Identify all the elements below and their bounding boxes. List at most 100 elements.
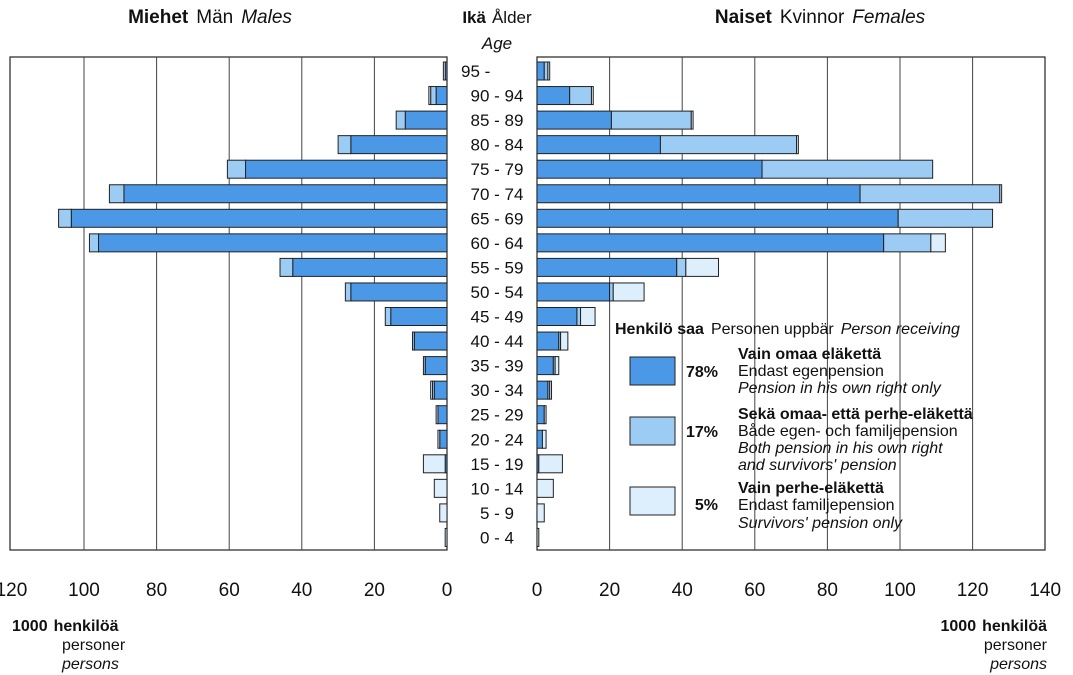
bar-female-own-2	[536, 110, 612, 130]
age-label-4: 75 - 79	[471, 160, 524, 179]
males-plot-frame	[9, 56, 448, 551]
age-label-2: 85 - 89	[471, 111, 524, 130]
bar-female-own-13	[536, 380, 549, 400]
age-header: Ikä Ålder	[462, 8, 532, 27]
males-header: Miehet Män Males	[128, 7, 292, 28]
age-label-8: 55 - 59	[471, 258, 524, 277]
bar-female-survivors-16	[538, 454, 563, 474]
tick-label-male-20: 20	[364, 580, 385, 601]
bar-female-own-11	[536, 331, 560, 351]
bar-female-survivors-11	[560, 331, 569, 351]
bar-female-own-14	[536, 405, 545, 425]
bar-female-both-7	[883, 233, 932, 253]
tick-label-male-80: 80	[146, 580, 167, 601]
bar-male-both-8	[279, 257, 294, 277]
bar-male-both-9	[344, 282, 352, 302]
bar-female-survivors-8	[685, 257, 720, 277]
bar-female-survivors-1	[590, 86, 594, 106]
bar-male-own-10	[390, 307, 448, 326]
age-header-en: Age	[481, 34, 512, 53]
bar-female-survivors-19	[536, 527, 540, 547]
age-label-13: 30 - 34	[471, 381, 524, 400]
tick-label-female-0: 0	[532, 580, 543, 601]
legend-pct-own: 78%	[686, 364, 718, 381]
tick-label-male-0: 0	[442, 580, 453, 601]
bar-male-own-12	[424, 356, 448, 376]
bar-male-own-9	[350, 282, 448, 302]
bar-female-both-4	[761, 159, 934, 179]
bar-male-own-5	[123, 184, 448, 204]
gridlines	[83, 57, 974, 550]
bar-female-own-6	[536, 208, 899, 228]
bar-male-both-11	[412, 331, 415, 351]
bar-female-own-5	[536, 184, 861, 204]
bar-female-own-7	[536, 233, 885, 253]
age-label-9: 50 - 54	[471, 283, 524, 302]
age-label-6: 65 - 69	[471, 209, 524, 228]
tick-label-female-120: 120	[957, 580, 989, 601]
tick-label-female-100: 100	[884, 580, 916, 601]
bar-female-survivors-0	[547, 61, 551, 81]
bar-male-survivors-19	[444, 527, 448, 547]
legend-fi-both: Sekä omaa- että perhe-eläkettä	[738, 406, 973, 423]
tick-label-male-40: 40	[291, 580, 312, 601]
bar-female-survivors-9	[612, 282, 645, 302]
units-left-line2: personer	[62, 637, 126, 654]
age-label-1: 90 - 94	[471, 87, 524, 106]
units-left-line1: 1000 henkilöä	[12, 618, 119, 635]
bar-female-both-5	[859, 184, 1001, 204]
age-label-16: 15 - 19	[471, 455, 524, 474]
legend-en-survivors: Survivors' pension only	[738, 515, 903, 532]
bar-male-survivors-18	[439, 503, 448, 523]
bar-male-own-14	[437, 405, 448, 425]
bar-male-own-3	[350, 135, 448, 155]
bar-female-both-0	[543, 61, 549, 81]
age-label-0: 95 -	[461, 62, 490, 81]
tick-label-male-100: 100	[68, 580, 100, 601]
bar-male-both-5	[108, 184, 125, 204]
bar-male-survivors-0	[442, 61, 446, 81]
bar-female-both-9	[609, 282, 614, 302]
legend-en-own: Pension in his own right only	[738, 380, 942, 397]
bar-female-own-3	[536, 135, 661, 155]
bar-female-survivors-10	[580, 307, 596, 326]
legend-fi-own: Vain omaa eläkettä	[738, 346, 881, 363]
units-right-line1: 1000 henkilöä	[941, 618, 1048, 635]
bar-female-own-12	[536, 356, 554, 376]
bar-male-own-15	[439, 429, 448, 449]
bar-male-own-13	[433, 380, 448, 400]
age-label-14: 25 - 29	[471, 406, 524, 425]
bar-female-both-8	[676, 257, 687, 277]
units-right-line3: persons	[989, 656, 1047, 673]
bar-female-survivors-7	[930, 233, 946, 253]
tick-label-female-20: 20	[599, 580, 620, 601]
bar-female-survivors-12	[554, 356, 560, 376]
tick-label-male-60: 60	[219, 580, 240, 601]
bar-female-both-10	[576, 307, 582, 326]
bar-female-survivors-13	[549, 380, 553, 400]
bar-female-both-1	[569, 86, 592, 106]
bar-male-own-11	[413, 331, 448, 351]
bar-male-own-2	[404, 110, 448, 130]
bar-male-own-6	[70, 208, 448, 228]
bar-female-own-15	[536, 429, 543, 449]
bar-male-survivors-1	[428, 86, 432, 106]
bar-male-both-6	[58, 208, 72, 228]
legend-sv-own: Endast egenpension	[738, 363, 884, 380]
bar-female-survivors-2	[690, 110, 694, 130]
bar-male-both-12	[422, 356, 426, 376]
bar-female-own-9	[536, 282, 611, 302]
bar-female-own-0	[536, 61, 545, 81]
bar-male-both-3	[337, 135, 352, 155]
legend-swatch-own	[629, 356, 676, 386]
bar-female-survivors-17	[536, 478, 554, 498]
bar-female-survivors-14	[543, 405, 547, 425]
tick-label-female-80: 80	[817, 580, 838, 601]
units-left-line3: persons	[61, 656, 119, 673]
bar-male-survivors-13	[430, 380, 433, 400]
tick-label-female-40: 40	[672, 580, 693, 601]
bar-female-survivors-18	[536, 503, 545, 523]
tick-label-female-140: 140	[1029, 580, 1061, 601]
age-label-18: 5 - 9	[480, 504, 514, 523]
